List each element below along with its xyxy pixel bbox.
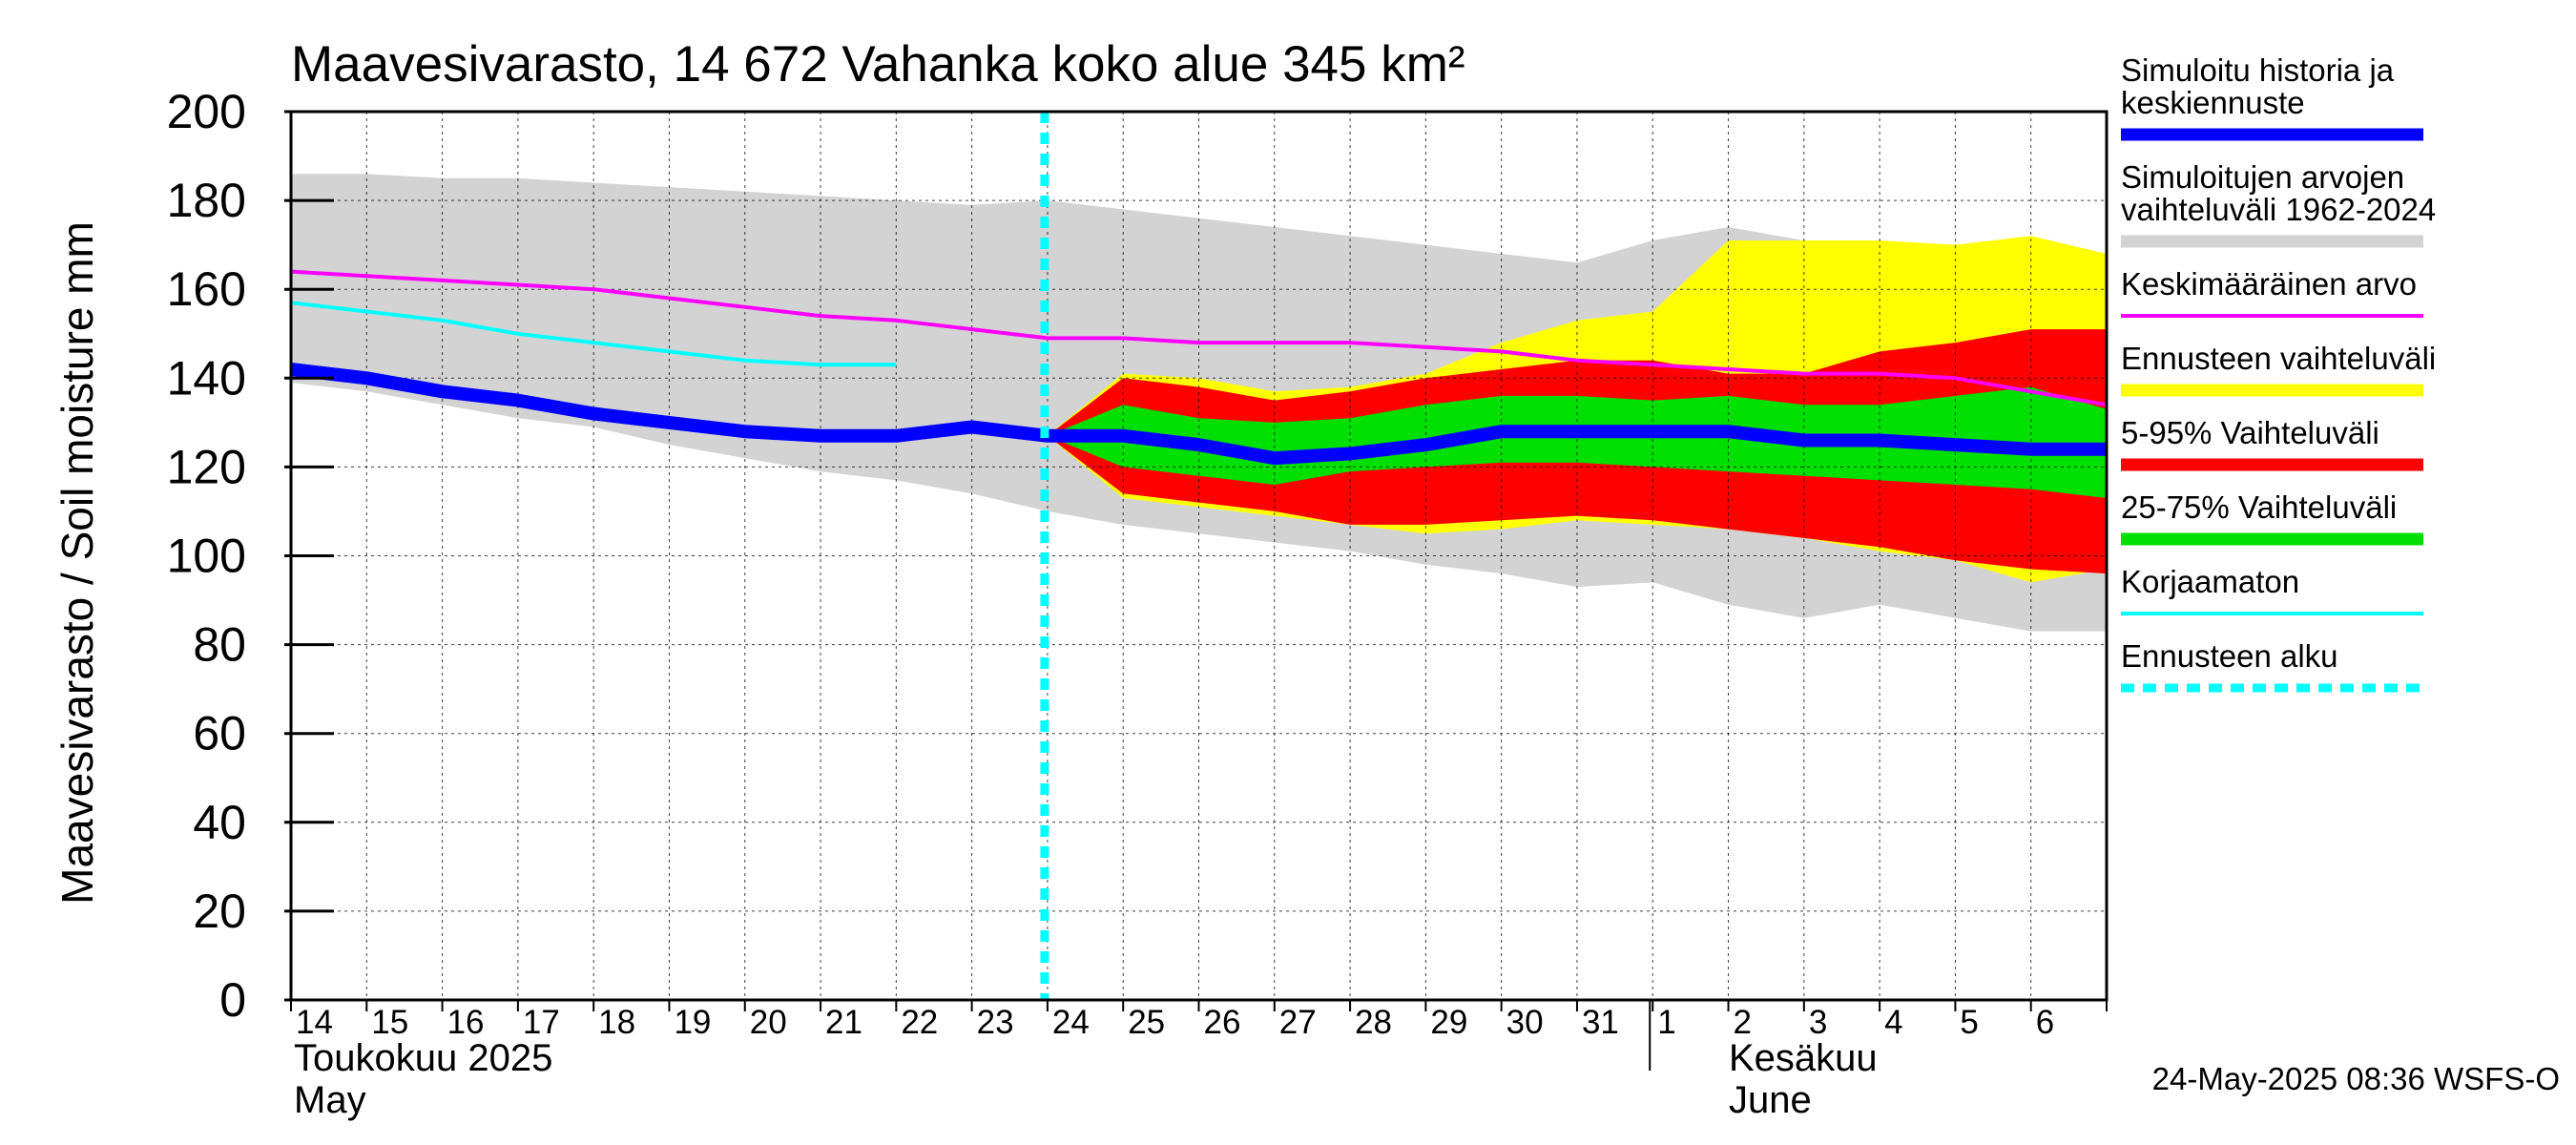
- x-tick-label: 19: [674, 1004, 711, 1041]
- legend-label: Ennusteen alku: [2121, 638, 2338, 674]
- y-tick-label: 160: [167, 262, 246, 316]
- legend-label: Simuloitujen arvojen: [2121, 159, 2404, 195]
- legend-label: Korjaamaton: [2121, 564, 2299, 599]
- line-korjaamaton: [290, 301, 897, 367]
- legend-label: Keskimääräinen arvo: [2121, 266, 2417, 302]
- month-label-june-en: June: [1729, 1079, 1812, 1121]
- x-tick-label: 23: [977, 1004, 1014, 1041]
- x-tick-label: 17: [523, 1004, 560, 1041]
- month-label-may-en: May: [294, 1079, 366, 1121]
- y-tick-label: 0: [219, 973, 246, 1027]
- x-tick-label: 21: [825, 1004, 862, 1041]
- line-simuloitu-historia-ja-keskiennuste: [290, 363, 2107, 466]
- legend-label: Ennusteen vaihteluväli: [2121, 341, 2436, 376]
- y-axis-label: Maavesivarasto / Soil moisture mm: [52, 221, 102, 905]
- timestamp: 24-May-2025 08:36 WSFS-O: [2152, 1061, 2560, 1096]
- legend-item-korjaamaton: Korjaamaton: [2121, 564, 2423, 615]
- x-tick-label: 3: [1809, 1004, 1827, 1041]
- month-label-may-fi: Toukokuu 2025: [294, 1037, 552, 1079]
- axes-layer: [284, 110, 2109, 1071]
- x-tick-label: 1: [1657, 1004, 1675, 1041]
- y-tick-label: 200: [167, 85, 246, 138]
- x-tick-label: 4: [1884, 1004, 1902, 1041]
- legend-label: Simuloitu historia ja: [2121, 52, 2395, 88]
- legend-item-5-95-vaihteluv-li: 5-95% Vaihteluväli: [2121, 415, 2423, 471]
- y-tick-label: 80: [193, 618, 246, 672]
- legend-label: keskiennuste: [2121, 85, 2305, 120]
- x-tick-label: 18: [598, 1004, 635, 1041]
- x-tick-label: 16: [447, 1004, 485, 1041]
- legend: Simuloitu historia jakeskiennusteSimuloi…: [2121, 52, 2436, 693]
- y-tick-label: 100: [167, 530, 246, 583]
- x-tick-label: 14: [296, 1004, 333, 1041]
- legend-item-keskim-r-inen-arvo: Keskimääräinen arvo: [2121, 266, 2423, 318]
- x-tick-label: 29: [1430, 1004, 1467, 1041]
- x-tick-label: 26: [1204, 1004, 1241, 1041]
- y-tick-label: 20: [193, 885, 246, 938]
- x-tick-label: 15: [371, 1004, 408, 1041]
- y-tick-label: 40: [193, 796, 246, 849]
- y-tick-label: 140: [167, 351, 246, 405]
- y-tick-label: 120: [167, 440, 246, 493]
- x-tick-label: 6: [2036, 1004, 2054, 1041]
- month-label-june-fi: Kesäkuu: [1729, 1037, 1878, 1079]
- x-tick-label: 2: [1734, 1004, 1752, 1041]
- x-tick-label: 24: [1052, 1004, 1090, 1041]
- band-layer: [291, 174, 2107, 632]
- x-tick-label: 31: [1582, 1004, 1619, 1041]
- legend-item-25-75-vaihteluv-li: 25-75% Vaihteluväli: [2121, 489, 2423, 546]
- legend-item-ennusteen-vaihteluv-li: Ennusteen vaihteluväli: [2121, 341, 2436, 397]
- line-keskim-r-inen-arvo: [290, 269, 2108, 407]
- legend-label: 5-95% Vaihteluväli: [2121, 415, 2379, 450]
- x-tick-label: 28: [1355, 1004, 1392, 1041]
- x-tick-labels: 14 15 16 17 18 19 20 21 22 23 24 25 26 27 28 29 30 31 1 2 3 4…: [296, 1004, 2054, 1041]
- legend-label: vaihteluväli 1962-2024: [2121, 192, 2436, 227]
- x-tick-label: 20: [750, 1004, 787, 1041]
- chart-title: Maavesivarasto, 14 672 Vahanka koko alue…: [291, 36, 1465, 93]
- y-tick-label: 180: [167, 174, 246, 227]
- x-tick-label: 30: [1506, 1004, 1544, 1041]
- y-tick-label: 60: [193, 707, 246, 760]
- y-tick-labels: 0 20 40 60 80 100 120 140 160 180 200: [167, 85, 246, 1027]
- band-25-75-vaihteluv-li: [1047, 386, 2107, 498]
- x-tick-label: 27: [1279, 1004, 1317, 1041]
- x-tick-label: 25: [1128, 1004, 1165, 1041]
- line-layer: [290, 112, 2108, 1000]
- x-tick-label: 22: [901, 1004, 938, 1041]
- legend-label: 25-75% Vaihteluväli: [2121, 489, 2397, 525]
- legend-item-ennusteen-alku: Ennusteen alku: [2121, 638, 2423, 693]
- x-tick-label: 5: [1960, 1004, 1978, 1041]
